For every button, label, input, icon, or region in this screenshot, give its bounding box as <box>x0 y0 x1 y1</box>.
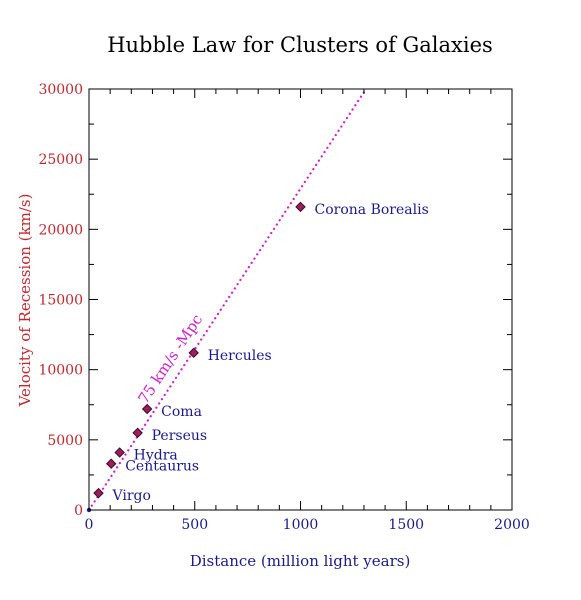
y-tick-label: 10000 <box>38 363 83 379</box>
x-tick-label: 0 <box>85 517 94 533</box>
y-axis-label: Velocity of Recession (km/s) <box>16 194 34 408</box>
x-tick-label: 1000 <box>283 517 319 533</box>
data-point-label: Coma <box>161 404 202 420</box>
data-point-marker <box>132 427 143 439</box>
data-point-label: Perseus <box>152 428 207 444</box>
chart-title: Hubble Law for Clusters of Galaxies <box>107 33 493 57</box>
data-point-marker <box>295 201 306 213</box>
x-axis-ticks: 0 500 1000 1500 2000 <box>85 89 530 533</box>
y-tick-label: 25000 <box>38 152 83 168</box>
y-tick-label: 15000 <box>38 293 83 309</box>
hubble-fit-line <box>87 87 368 512</box>
fit-line-label: 75 km/s -Mpc <box>134 311 206 407</box>
data-point-label: Virgo <box>112 488 151 504</box>
fit-line-group: 75 km/s -Mpc <box>87 87 368 512</box>
y-tick-label: 0 <box>74 503 83 519</box>
x-tick-label: 500 <box>181 517 208 533</box>
x-tick-label: 1500 <box>388 517 424 533</box>
data-point-label: Corona Borealis <box>315 202 429 218</box>
data-point-label: Hercules <box>208 348 272 364</box>
x-axis-label: Distance (million light years) <box>190 552 411 570</box>
y-tick-label: 20000 <box>38 222 83 238</box>
data-point-marker <box>114 447 125 458</box>
data-point-marker <box>93 487 104 499</box>
data-point-label: Centaurus <box>125 459 199 475</box>
data-point-marker <box>141 403 153 415</box>
x-tick-label: 2000 <box>494 517 530 533</box>
data-point-marker <box>105 458 117 469</box>
data-point-label: Hydra <box>134 447 178 463</box>
y-tick-label: 5000 <box>47 433 83 449</box>
y-tick-label: 30000 <box>38 82 83 98</box>
data-point-marker <box>188 347 199 359</box>
y-axis-ticks: 0 5000 10000 15000 20000 25000 30000 <box>38 82 512 519</box>
